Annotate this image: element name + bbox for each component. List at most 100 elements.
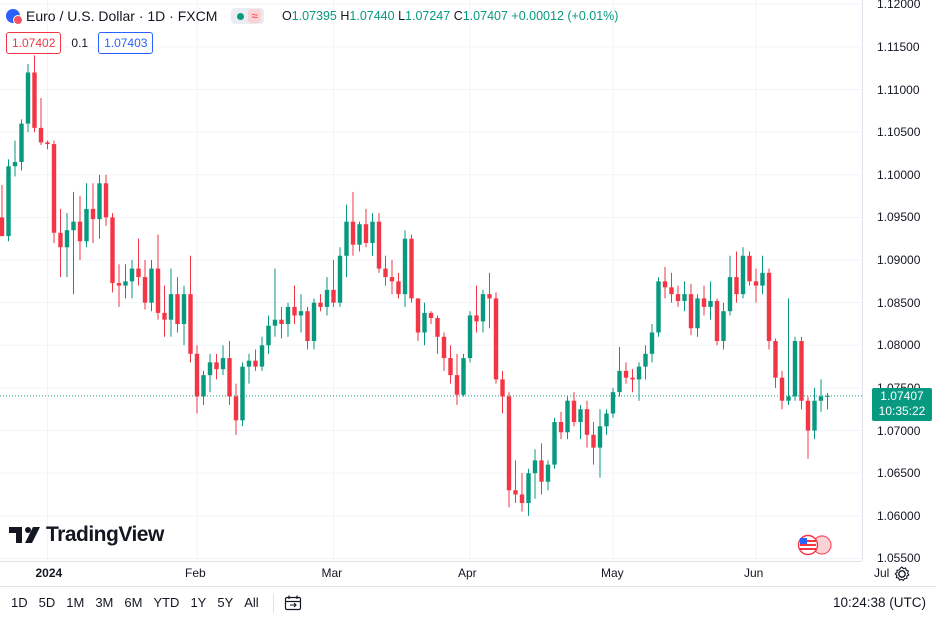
buy-price-button[interactable]: 1.07403 <box>98 32 154 54</box>
range-button-6m[interactable]: 6M <box>124 595 143 610</box>
candle-body <box>220 358 226 370</box>
calendar-goto-date-icon[interactable] <box>284 595 302 611</box>
range-button-1d[interactable]: 1D <box>11 595 28 610</box>
sell-price-button[interactable]: 1.07402 <box>6 32 62 54</box>
market-open-dot-icon <box>237 12 245 20</box>
candle-body <box>532 460 538 474</box>
symbol-title[interactable]: Euro / U.S. Dollar · 1D · FXCM <box>26 8 218 24</box>
candle-body <box>591 434 596 448</box>
range-button-3m[interactable]: 3M <box>95 595 114 610</box>
candle-body <box>181 294 187 324</box>
candle-body <box>519 494 525 504</box>
candle-body <box>552 422 557 465</box>
candle-body <box>448 358 453 376</box>
low-value: 1.07247 <box>405 9 451 23</box>
time-axis[interactable]: 2024 Feb Mar Apr May Jun Jul <box>0 561 889 586</box>
candle-body <box>571 400 577 423</box>
candles-group <box>0 55 830 516</box>
candle-body <box>331 289 336 303</box>
time-tick-label: May <box>601 566 624 580</box>
time-tick-label: Feb <box>185 566 206 580</box>
settings-gear-icon[interactable] <box>893 565 911 583</box>
price-tick-label: 1.12000 <box>877 0 921 12</box>
candle-body <box>545 464 551 482</box>
candle-body <box>643 353 648 367</box>
candle-body <box>734 277 739 295</box>
range-button-5d[interactable]: 5D <box>38 595 56 610</box>
price-tick-label: 1.09000 <box>877 253 921 268</box>
candle-body <box>565 400 570 433</box>
candle-body <box>721 311 726 342</box>
candle-body <box>292 306 297 316</box>
candle-body <box>318 302 323 307</box>
candle-body <box>285 306 291 324</box>
candle-body <box>474 315 479 322</box>
candle-body <box>71 221 76 231</box>
candle-body <box>773 341 778 378</box>
price-tick-label: 1.09500 <box>877 210 921 225</box>
candle-body <box>825 395 830 397</box>
candle-body <box>500 379 505 397</box>
candle-body <box>38 127 44 143</box>
price-tick-label: 1.11500 <box>877 39 920 54</box>
spread-value: 0.1 <box>71 36 89 50</box>
candle-body <box>656 281 661 333</box>
candle-body <box>662 281 668 288</box>
price-tick-label: 1.10000 <box>877 167 921 182</box>
candle-body <box>12 161 18 167</box>
change-value: +0.00012 (+0.01%) <box>511 9 619 23</box>
price-tick-label: 1.08500 <box>877 295 921 310</box>
candle-body <box>6 166 11 237</box>
range-button-all[interactable]: All <box>244 595 259 610</box>
candle-body <box>428 312 434 319</box>
candle-body <box>279 319 284 324</box>
candle-body <box>45 142 50 145</box>
symbol-compare-flags-icon[interactable] <box>794 534 834 556</box>
candle-body <box>435 318 440 337</box>
candle-body <box>636 366 642 380</box>
chart-grid <box>0 0 862 561</box>
candle-body <box>753 281 759 286</box>
candle-body <box>760 272 765 286</box>
utc-clock[interactable]: 10:24:38 (UTC) <box>832 595 926 610</box>
candle-body <box>526 473 531 504</box>
candle-body <box>51 144 57 233</box>
price-tick-label: 1.11000 <box>877 82 920 97</box>
toolbar-divider <box>272 592 274 613</box>
price-tick-label: 1.08000 <box>877 338 921 353</box>
candle-body <box>272 319 278 326</box>
candle-body <box>786 396 791 401</box>
ohlc-values: O1.07395 H1.07440 L1.07247 C1.07407 +0.0… <box>282 9 618 23</box>
candle-body <box>812 400 817 431</box>
range-button-5y[interactable]: 5Y <box>217 595 234 610</box>
candle-countdown: 10:35:22 <box>878 403 926 418</box>
candle-body <box>149 268 154 303</box>
candle-body <box>415 298 421 333</box>
price-axis[interactable]: 1.12000 1.11500 1.11000 1.10500 1.10000 1.095… <box>862 0 936 565</box>
market-status-pill[interactable]: ≈ <box>231 8 264 24</box>
candlestick-chart[interactable] <box>0 0 862 561</box>
candle-body <box>727 277 733 312</box>
open-label: O <box>281 9 292 23</box>
candle-body <box>623 370 629 378</box>
range-button-1y[interactable]: 1Y <box>190 595 207 610</box>
quote-row: 1.07402 0.1 1.07403 <box>6 32 154 54</box>
candle-body <box>714 300 720 342</box>
candle-body <box>0 217 5 237</box>
candle-body <box>792 341 798 397</box>
candle-body <box>253 360 258 367</box>
range-button-ytd[interactable]: YTD <box>153 595 180 610</box>
bottom-toolbar: 1D 5D 1M 3M 6M YTD 1Y 5Y All 10:24:38 (U… <box>0 586 936 618</box>
candle-body <box>337 255 343 303</box>
tradingview-watermark[interactable]: TradingView <box>8 523 164 547</box>
candle-body <box>630 377 635 380</box>
candle-body <box>64 230 70 248</box>
candle-body <box>201 375 206 397</box>
candle-body <box>688 294 694 329</box>
candle-body <box>402 238 408 295</box>
price-tick-label: 1.06000 <box>877 508 921 523</box>
wave-icon: ≈ <box>248 9 261 23</box>
last-price-value: 1.07407 <box>880 388 924 403</box>
range-button-1m[interactable]: 1M <box>66 595 85 610</box>
candle-body <box>311 302 317 342</box>
